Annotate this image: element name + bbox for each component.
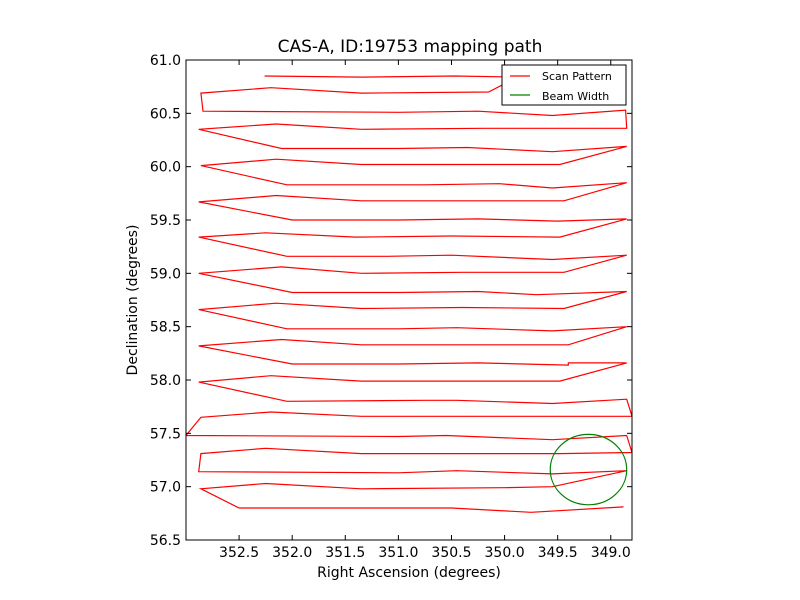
series-beam-width (549, 433, 628, 506)
y-tick-label: 58.5 (150, 320, 181, 336)
y-tick-label: 59.0 (150, 266, 181, 282)
legend-box (501, 64, 627, 106)
y-tick-label: 56.5 (150, 533, 181, 549)
y-tick-label: 59.5 (150, 213, 181, 229)
y-axis-label: Declination (degrees) (125, 225, 141, 376)
x-tick-label: 350.5 (431, 545, 471, 561)
y-tick-label: 58.0 (150, 373, 181, 389)
plot-frame (185, 59, 633, 541)
x-axis: 352.5 352.0 351.5 351.0 350.5 350.0 349.5 349.0 (219, 60, 631, 561)
x-axis-label: Right Ascension (degrees) (317, 565, 501, 581)
legend: Scan Pattern Beam Width (501, 64, 627, 106)
legend-label-beam-width: Beam Width (542, 90, 609, 103)
y-axis: 56.5 57.0 57.5 58.0 58.5 59.0 59.5 60.0 60.5 61.0 (150, 53, 632, 549)
x-tick-label: 351.0 (378, 545, 418, 561)
series-scan-pattern (186, 75, 632, 513)
x-tick-label: 350.0 (485, 545, 525, 561)
x-tick-label: 349.0 (591, 545, 631, 561)
x-tick-label: 349.5 (538, 545, 578, 561)
y-tick-label: 57.0 (150, 480, 181, 496)
y-tick-label: 57.5 (150, 426, 181, 442)
x-tick-label: 351.5 (325, 545, 365, 561)
y-tick-label: 60.0 (150, 160, 181, 176)
plot-area (186, 75, 632, 513)
y-tick-label: 60.5 (150, 106, 181, 122)
y-tick-label: 61.0 (150, 53, 181, 69)
chart-title: CAS-A, ID:19753 mapping path (278, 37, 543, 57)
x-tick-label: 352.0 (272, 545, 312, 561)
legend-label-scan-pattern: Scan Pattern (542, 70, 612, 83)
x-tick-label: 352.5 (219, 545, 259, 561)
